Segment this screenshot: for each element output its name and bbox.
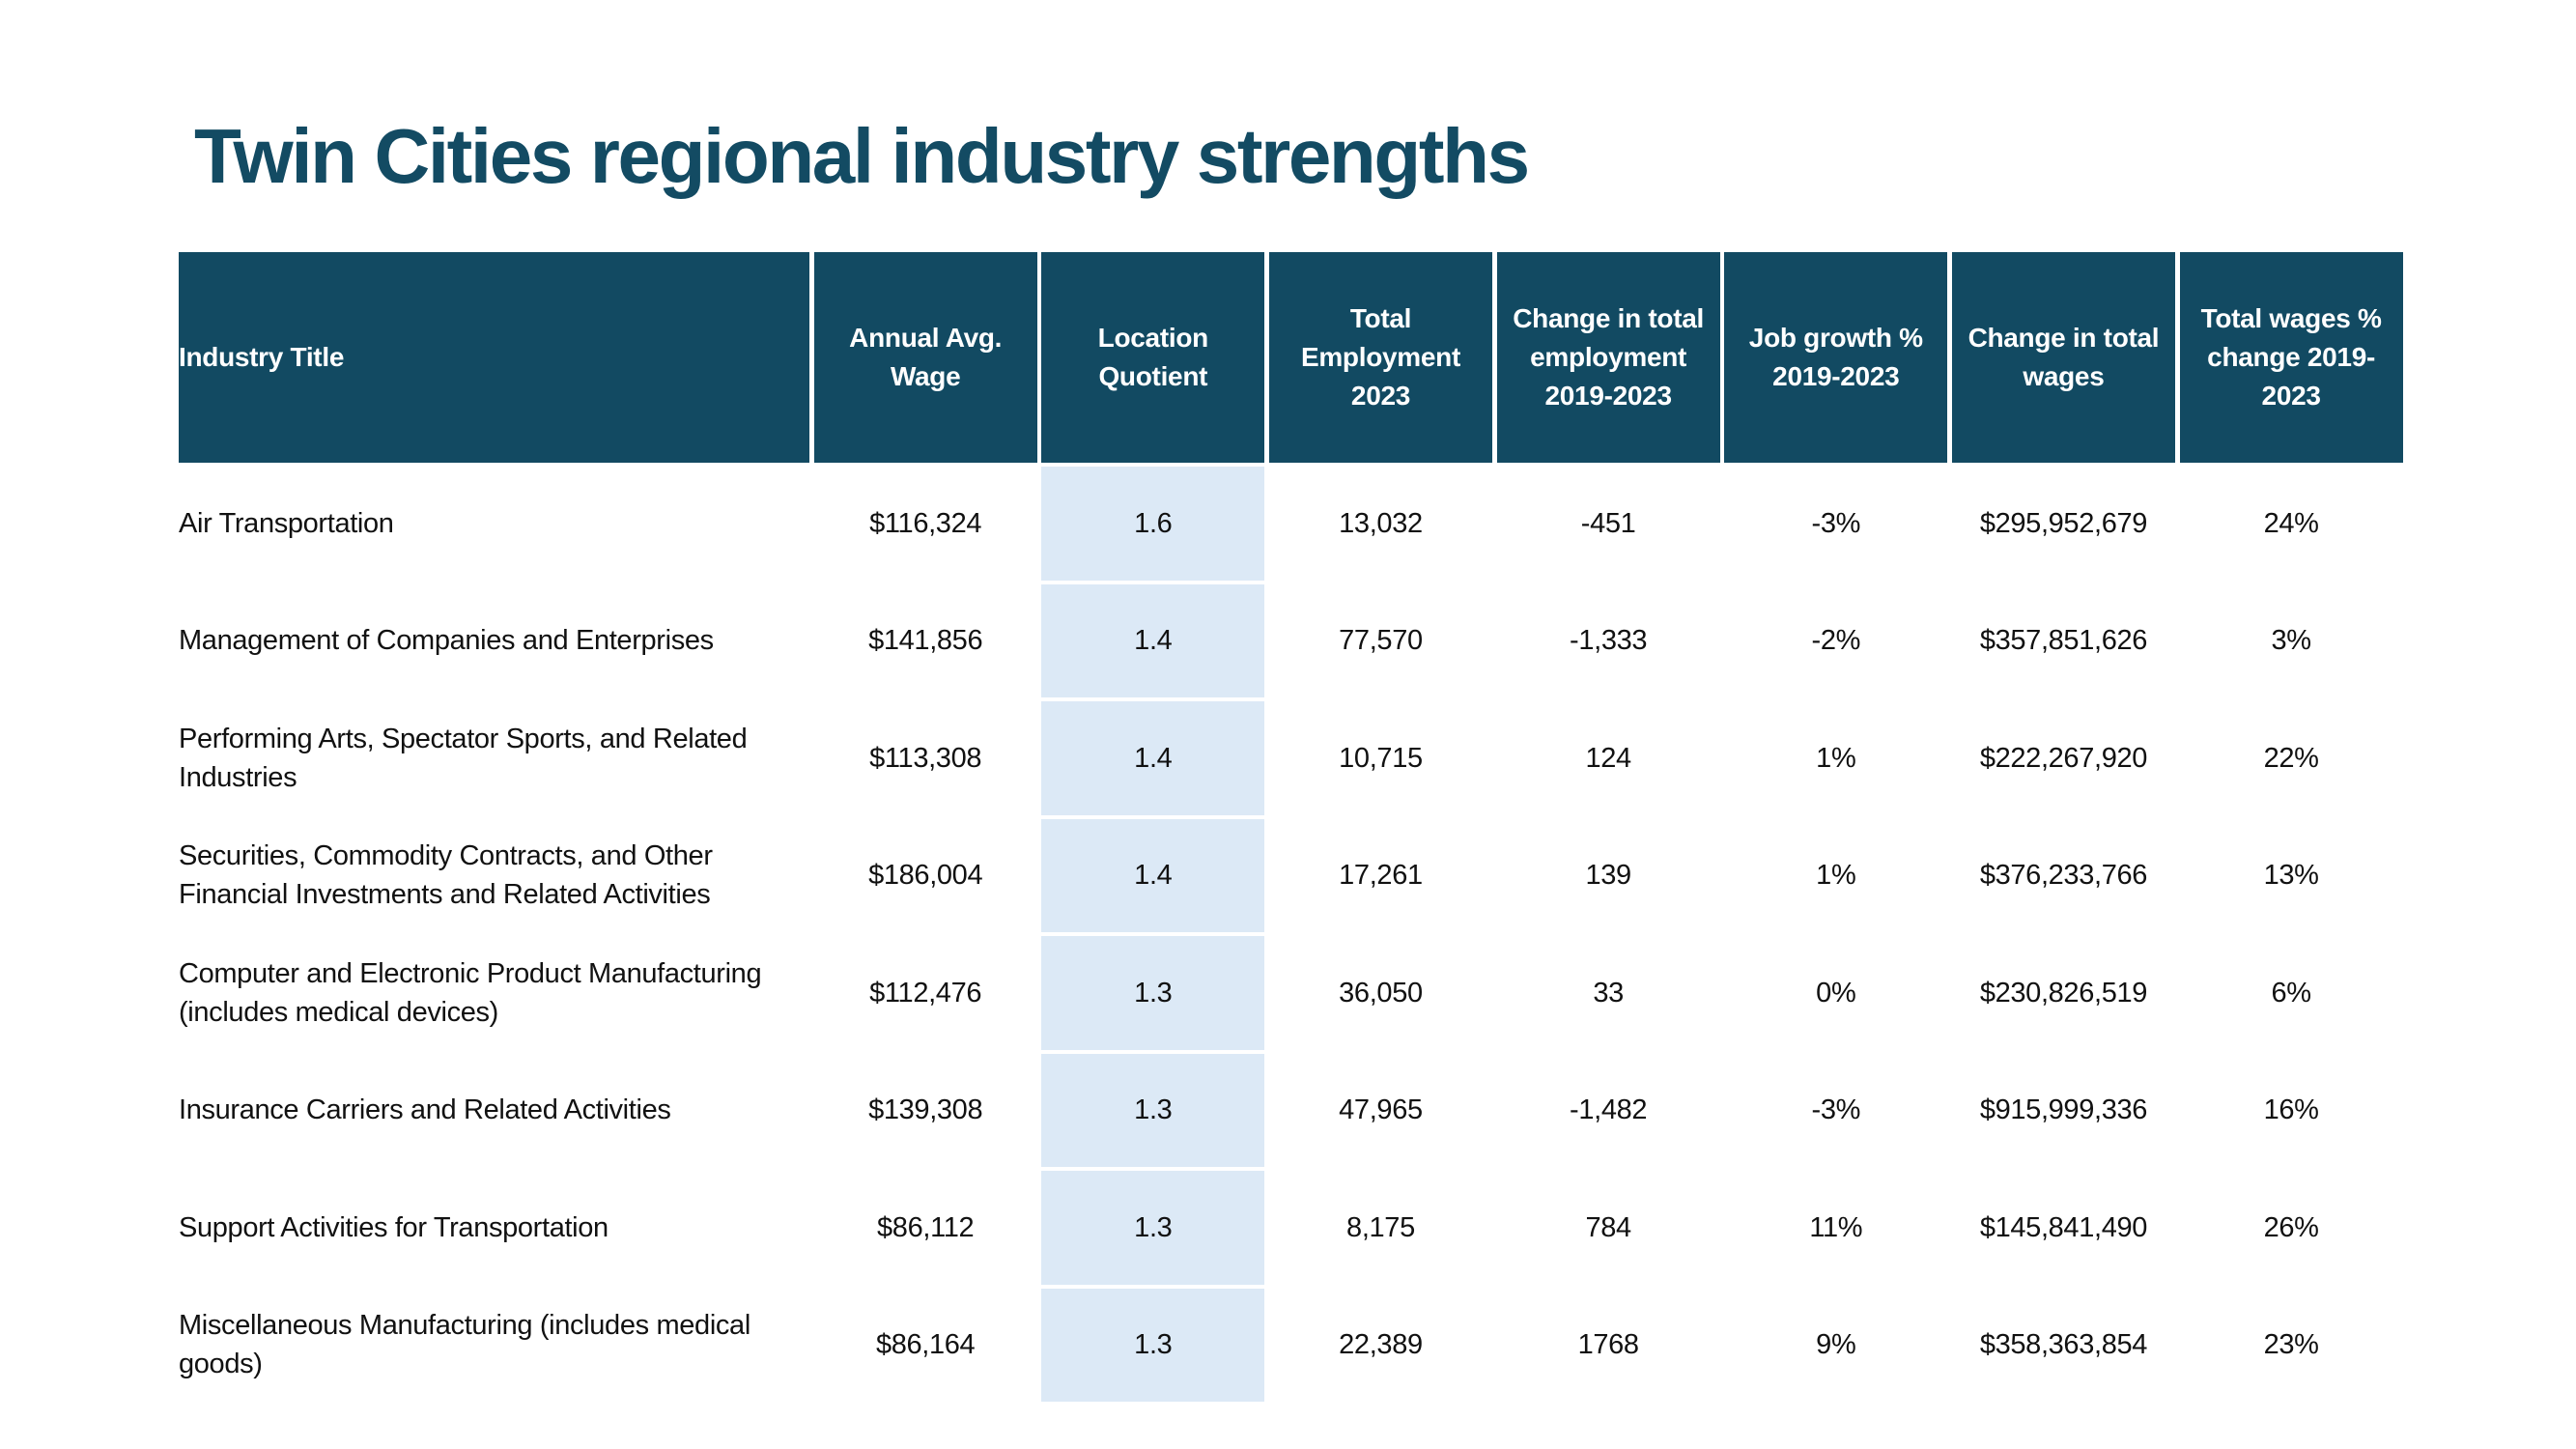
table-row: Performing Arts, Spectator Sports, and R… <box>179 697 2397 815</box>
change-employment-cell: -1,333 <box>1570 625 1648 657</box>
industry-title-cell: Management of Companies and Enterprises <box>179 625 714 657</box>
wages-pct-change-cell: 6% <box>2271 977 2311 1009</box>
header-annual-avg-wage: Annual Avg. Wage <box>813 252 1037 463</box>
location-quotient-cell: 1.3 <box>1041 1171 1265 1285</box>
change-wages-cell: $358,363,854 <box>1979 1329 2148 1361</box>
table-row: Computer and Electronic Product Manufact… <box>179 932 2397 1050</box>
table-body: Air Transportation $116,324 1.6 13,032 -451 -… <box>179 463 2397 1402</box>
change-wages-cell: $230,826,519 <box>1979 977 2148 1009</box>
header-location-quotient: Location Quotient <box>1041 252 1265 463</box>
industry-title-cell: Insurance Carriers and Related Activitie… <box>179 1094 671 1126</box>
header-change-wages: Change in total wages <box>1951 252 2175 463</box>
annual-avg-wage-cell: $112,476 <box>869 977 982 1009</box>
change-employment-cell: 784 <box>1585 1211 1631 1243</box>
wages-pct-change-cell: 16% <box>2263 1094 2319 1126</box>
wages-pct-change-cell: 3% <box>2271 625 2311 657</box>
location-quotient-cell: 1.3 <box>1041 936 1265 1050</box>
industry-title-cell: Computer and Electronic Product Manufact… <box>179 957 762 1028</box>
total-employment-cell: 10,715 <box>1339 742 1423 774</box>
job-growth-cell: 0% <box>1816 977 1856 1009</box>
annual-avg-wage-cell: $116,324 <box>869 507 982 539</box>
wages-pct-change-cell: 24% <box>2263 507 2319 539</box>
change-employment-cell: 33 <box>1593 977 1624 1009</box>
job-growth-cell: -3% <box>1811 1094 1861 1126</box>
location-quotient-cell: 1.3 <box>1041 1288 1265 1402</box>
annual-avg-wage-cell: $113,308 <box>869 742 982 774</box>
job-growth-cell: 11% <box>1809 1211 1863 1243</box>
job-growth-cell: 1% <box>1816 742 1856 774</box>
change-wages-cell: $295,952,679 <box>1979 507 2148 539</box>
change-employment-cell: -1,482 <box>1570 1094 1648 1126</box>
annual-avg-wage-cell: $186,004 <box>868 860 983 892</box>
table-row: Support Activities for Transportation $86… <box>179 1167 2397 1285</box>
table-row: Management of Companies and Enterprises $… <box>179 581 2397 697</box>
location-quotient-cell: 1.4 <box>1041 818 1265 932</box>
change-wages-cell: $145,841,490 <box>1979 1211 2148 1243</box>
industry-title-cell: Support Activities for Transportation <box>179 1211 609 1243</box>
annual-avg-wage-cell: $139,308 <box>868 1094 983 1126</box>
job-growth-cell: -3% <box>1811 507 1861 539</box>
table-row: Air Transportation $116,324 1.6 13,032 -451 -… <box>179 463 2397 581</box>
change-employment-cell: 124 <box>1585 742 1631 774</box>
job-growth-cell: -2% <box>1811 625 1861 657</box>
wages-pct-change-cell: 13% <box>2263 860 2319 892</box>
table-row: Securities, Commodity Contracts, and Oth… <box>179 815 2397 932</box>
total-employment-cell: 47,965 <box>1339 1094 1423 1126</box>
change-wages-cell: $376,233,766 <box>1979 860 2148 892</box>
slide-title: Twin Cities regional industry strengths <box>194 113 1530 199</box>
total-employment-cell: 17,261 <box>1339 860 1423 892</box>
total-employment-cell: 8,175 <box>1346 1211 1415 1243</box>
table-header-row: Industry Title Annual Avg. Wage Location… <box>179 252 2403 463</box>
change-employment-cell: 139 <box>1585 860 1631 892</box>
total-employment-cell: 77,570 <box>1339 625 1423 657</box>
annual-avg-wage-cell: $86,164 <box>875 1329 976 1361</box>
header-industry-title: Industry Title <box>179 252 809 463</box>
job-growth-cell: 9% <box>1816 1329 1856 1361</box>
change-employment-cell: 1768 <box>1577 1329 1639 1361</box>
annual-avg-wage-cell: $86,112 <box>877 1211 975 1243</box>
wages-pct-change-cell: 22% <box>2263 742 2319 774</box>
wages-pct-change-cell: 26% <box>2263 1211 2319 1243</box>
job-growth-cell: 1% <box>1816 860 1856 892</box>
header-wages-pct-change: Total wages % change 2019-2023 <box>2179 252 2403 463</box>
annual-avg-wage-cell: $141,856 <box>868 625 983 657</box>
change-wages-cell: $357,851,626 <box>1979 625 2148 657</box>
industry-title-cell: Air Transportation <box>179 507 394 539</box>
change-wages-cell: $915,999,336 <box>1979 1094 2148 1126</box>
industry-title-cell: Performing Arts, Spectator Sports, and R… <box>179 723 748 793</box>
header-job-growth: Job growth % 2019-2023 <box>1724 252 1948 463</box>
change-employment-cell: -451 <box>1580 507 1636 539</box>
total-employment-cell: 22,389 <box>1339 1329 1423 1361</box>
table-row: Insurance Carriers and Related Activitie… <box>179 1050 2397 1167</box>
industry-title-cell: Miscellaneous Manufacturing (includes me… <box>179 1310 750 1380</box>
total-employment-cell: 36,050 <box>1339 977 1423 1009</box>
header-change-employment: Change in total employment 2019-2023 <box>1496 252 1720 463</box>
location-quotient-cell: 1.4 <box>1041 701 1265 815</box>
header-total-employment: Total Employment 2023 <box>1268 252 1492 463</box>
wages-pct-change-cell: 23% <box>2263 1329 2319 1361</box>
industry-strengths-table: Industry Title Annual Avg. Wage Location… <box>179 252 2403 1402</box>
table-row: Miscellaneous Manufacturing (includes me… <box>179 1285 2397 1402</box>
location-quotient-cell: 1.3 <box>1041 1053 1265 1167</box>
total-employment-cell: 13,032 <box>1339 507 1423 539</box>
industry-title-cell: Securities, Commodity Contracts, and Oth… <box>179 840 713 911</box>
change-wages-cell: $222,267,920 <box>1979 742 2148 774</box>
location-quotient-cell: 1.4 <box>1041 583 1265 697</box>
location-quotient-cell: 1.6 <box>1041 467 1265 581</box>
